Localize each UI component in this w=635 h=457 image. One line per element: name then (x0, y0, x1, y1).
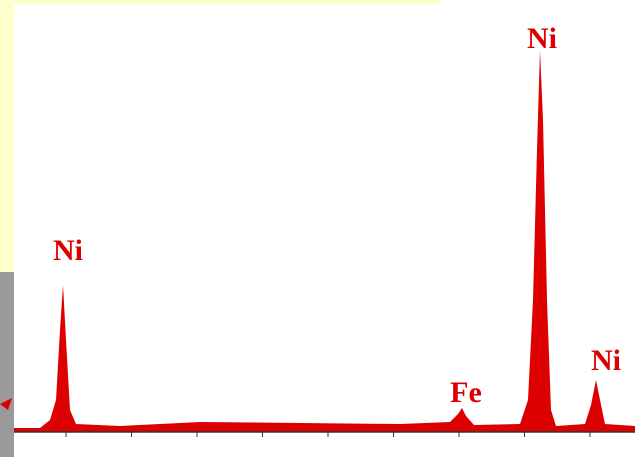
peak-label: Ni (527, 22, 557, 55)
peak-label: Ni (53, 234, 83, 267)
page: {"peaks": [{"label": "Ni"}, {"label": "N… (0, 0, 635, 457)
photo-edge (0, 272, 14, 457)
spectrum-figure: Ni Ni Fe Ni (0, 0, 635, 457)
peak-label: Fe (450, 376, 482, 409)
peak-label: Ni (591, 344, 621, 377)
